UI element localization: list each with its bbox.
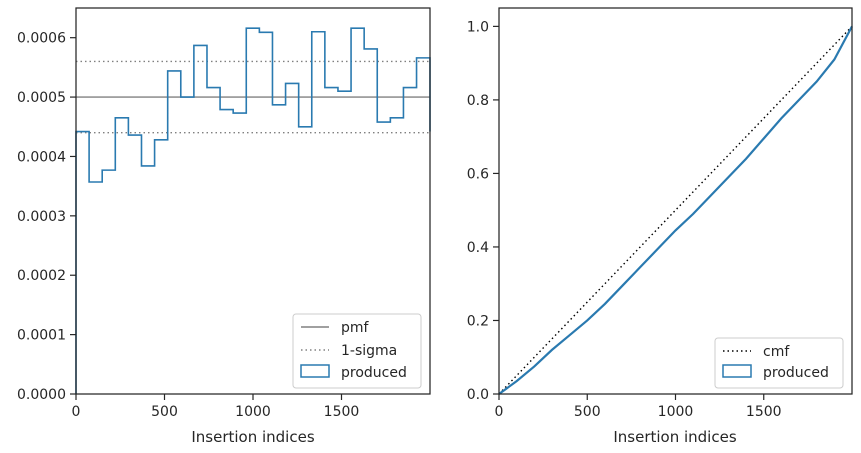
- legend-produced-swatch: [722, 364, 752, 378]
- cumulative-panel: 0 500 1000 1500 0.0 0.2 0.4 0.6 0.8 1.0 Insertion…: [467, 7, 853, 446]
- histogram-xtick-label: 500: [151, 404, 178, 420]
- legend-produced-label: produced: [341, 365, 407, 381]
- legend-pmf-label: pmf: [341, 320, 370, 336]
- histogram-legend-box: [292, 313, 422, 389]
- histogram-axes-frame: [75, 7, 431, 395]
- cumulative-ticks: 0 500 1000 1500 0.0 0.2 0.4 0.6 0.8 1.0: [467, 19, 782, 420]
- histogram-ytick-label: 0.0006: [17, 31, 66, 47]
- cumulative-ytick-label: 0.0: [467, 387, 489, 403]
- produced-line: [498, 25, 853, 395]
- cumulative-xtick-label: 1500: [746, 404, 782, 420]
- legend-produced-label: produced: [763, 365, 829, 381]
- legend-cmf-label: cmf: [763, 344, 790, 360]
- histogram-xtick-label: 1500: [324, 404, 360, 420]
- cumulative-xtick-label: 500: [574, 404, 601, 420]
- histogram-ytick-label: 0.0005: [17, 90, 66, 106]
- cumulative-ytick-label: 1.0: [467, 19, 489, 35]
- histogram-x-axis-label: Insertion indices: [191, 428, 314, 446]
- histogram-ytick-label: 0.0004: [17, 149, 66, 165]
- histogram-plot-area: [75, 27, 431, 394]
- cumulative-axes-frame: [498, 7, 853, 395]
- produced-histogram-step: [75, 27, 431, 394]
- cumulative-xtick-label: 1000: [658, 404, 694, 420]
- histogram-ytick-label: 0.0001: [17, 328, 66, 344]
- cumulative-ytick-label: 0.6: [467, 166, 489, 182]
- histogram-legend: pmf 1-sigma produced: [292, 313, 422, 389]
- cumulative-ytick-label: 0.8: [467, 93, 489, 109]
- cumulative-legend: cmf produced: [714, 337, 844, 389]
- cumulative-ytick-label: 0.4: [467, 240, 489, 256]
- histogram-xtick-label: 1000: [235, 404, 271, 420]
- histogram-ticks: 0 500 1000 1500 0.0000 0.0001 0.0002 0.0003 0.00…: [17, 31, 359, 420]
- cumulative-plot-area: [498, 25, 853, 395]
- histogram-ytick-label: 0.0002: [17, 268, 66, 284]
- cumulative-ytick-label: 0.2: [467, 313, 489, 329]
- legend-produced-swatch: [300, 364, 330, 378]
- histogram-ytick-label: 0.0003: [17, 209, 66, 225]
- histogram-xtick-label: 0: [72, 404, 81, 420]
- legend-1-sigma-label: 1-sigma: [341, 343, 397, 359]
- histogram-ytick-label: 0.0000: [17, 387, 66, 403]
- cumulative-x-axis-label: Insertion indices: [613, 428, 736, 446]
- cumulative-xtick-label: 0: [495, 404, 504, 420]
- histogram-panel: 0 500 1000 1500 0.0000 0.0001 0.0002 0.0003 0.00…: [17, 7, 431, 446]
